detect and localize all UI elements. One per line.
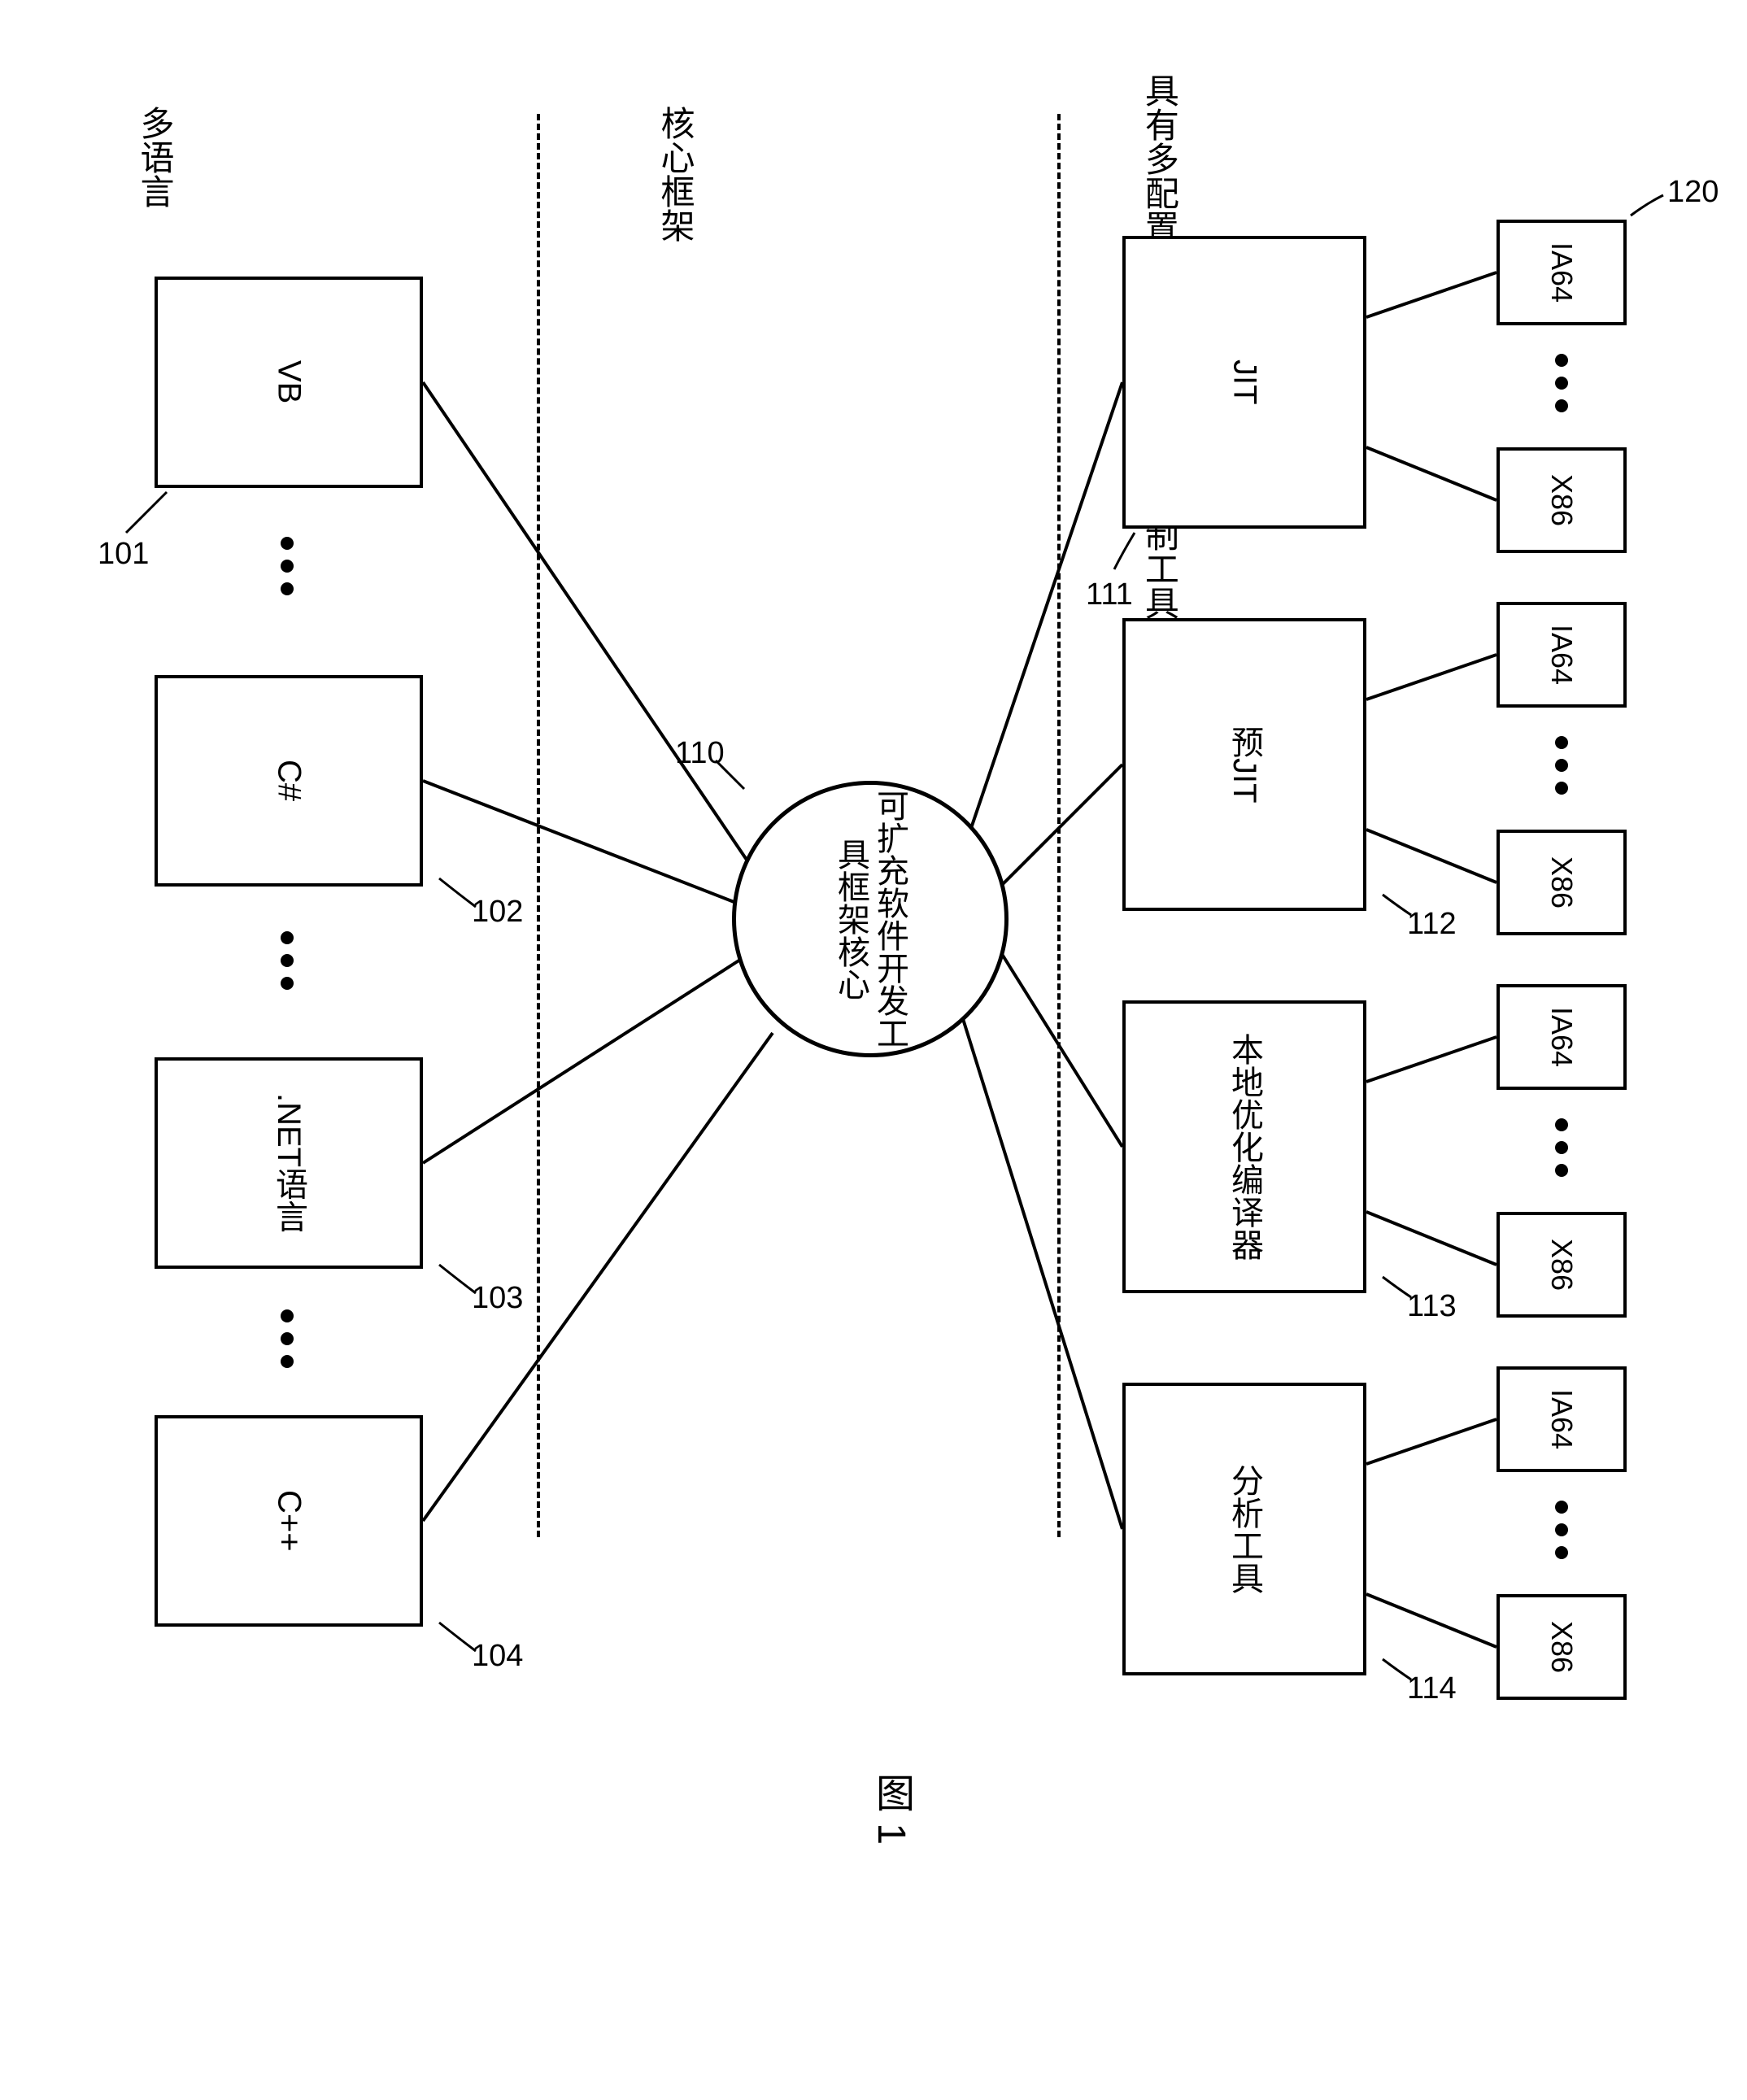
ref-110: 110 [675,736,725,771]
target-ia64-2-label: IA64 [1544,625,1579,685]
ref-114: 114 [1407,1671,1457,1706]
ref-103: 103 [472,1281,523,1316]
node-cpp: C++ [155,1415,423,1627]
node-net: .NET语言 [155,1057,423,1269]
target-x86-3-label: X86 [1544,1239,1579,1291]
target-x86-1-label: X86 [1544,474,1579,526]
dots-l1 [281,537,294,595]
ref-104: 104 [472,1639,523,1674]
target-ia64-1: IA64 [1496,220,1627,325]
target-x86-2: X86 [1496,830,1627,935]
node-prejit-label: 预JIT [1221,725,1268,804]
ref-113: 113 [1407,1289,1457,1324]
header-left: 多语言 [130,106,180,208]
dots-t4 [1555,1501,1568,1559]
dots-t2 [1555,736,1568,795]
node-cpp-label: C++ [271,1490,307,1552]
header-center: 核心框架 [651,106,700,242]
divider-2 [1057,114,1061,1537]
target-ia64-3-label: IA64 [1544,1007,1579,1067]
node-net-label: .NET语言 [265,1093,312,1232]
node-core: 可扩充软件开发工具框架核心 [732,781,1009,1057]
node-native: 本地优化编译器 [1122,1000,1366,1293]
dots-l3 [281,1309,294,1368]
node-native-label: 本地优化编译器 [1225,1033,1264,1261]
target-x86-2-label: X86 [1544,856,1579,908]
node-csharp: C# [155,675,423,887]
target-ia64-4-label: IA64 [1544,1389,1579,1449]
figure-label: 图 1 [862,1773,919,1845]
ref-111: 111 [1086,577,1133,612]
ref-101: 101 [98,537,149,572]
target-ia64-1-label: IA64 [1544,242,1579,303]
node-jit: JIT [1122,236,1366,529]
ref-112: 112 [1407,907,1457,942]
node-csharp-label: C# [271,760,307,801]
diagram-root: 多语言 核心框架 具有多配置并用于多目标的定制工具和编译器 [33,33,1714,2067]
node-prejit: 预JIT [1122,618,1366,911]
target-x86-4-label: X86 [1544,1621,1579,1673]
target-ia64-4: IA64 [1496,1366,1627,1472]
target-ia64-2: IA64 [1496,602,1627,708]
target-x86-3: X86 [1496,1212,1627,1318]
node-jit-label: JIT [1226,359,1263,405]
node-core-label: 可扩充软件开发工具框架核心 [831,785,909,1053]
node-analysis: 分析工具 [1122,1383,1366,1675]
node-vb: VB [155,277,423,488]
dots-t3 [1555,1118,1568,1177]
target-x86-1: X86 [1496,447,1627,553]
dots-t1 [1555,354,1568,412]
target-ia64-3: IA64 [1496,984,1627,1090]
dots-l2 [281,931,294,990]
divider-1 [537,114,540,1537]
ref-120: 120 [1667,175,1719,210]
target-x86-4: X86 [1496,1594,1627,1700]
ref-102: 102 [472,895,523,930]
node-analysis-label: 分析工具 [1221,1464,1268,1594]
node-vb-label: VB [271,360,307,403]
